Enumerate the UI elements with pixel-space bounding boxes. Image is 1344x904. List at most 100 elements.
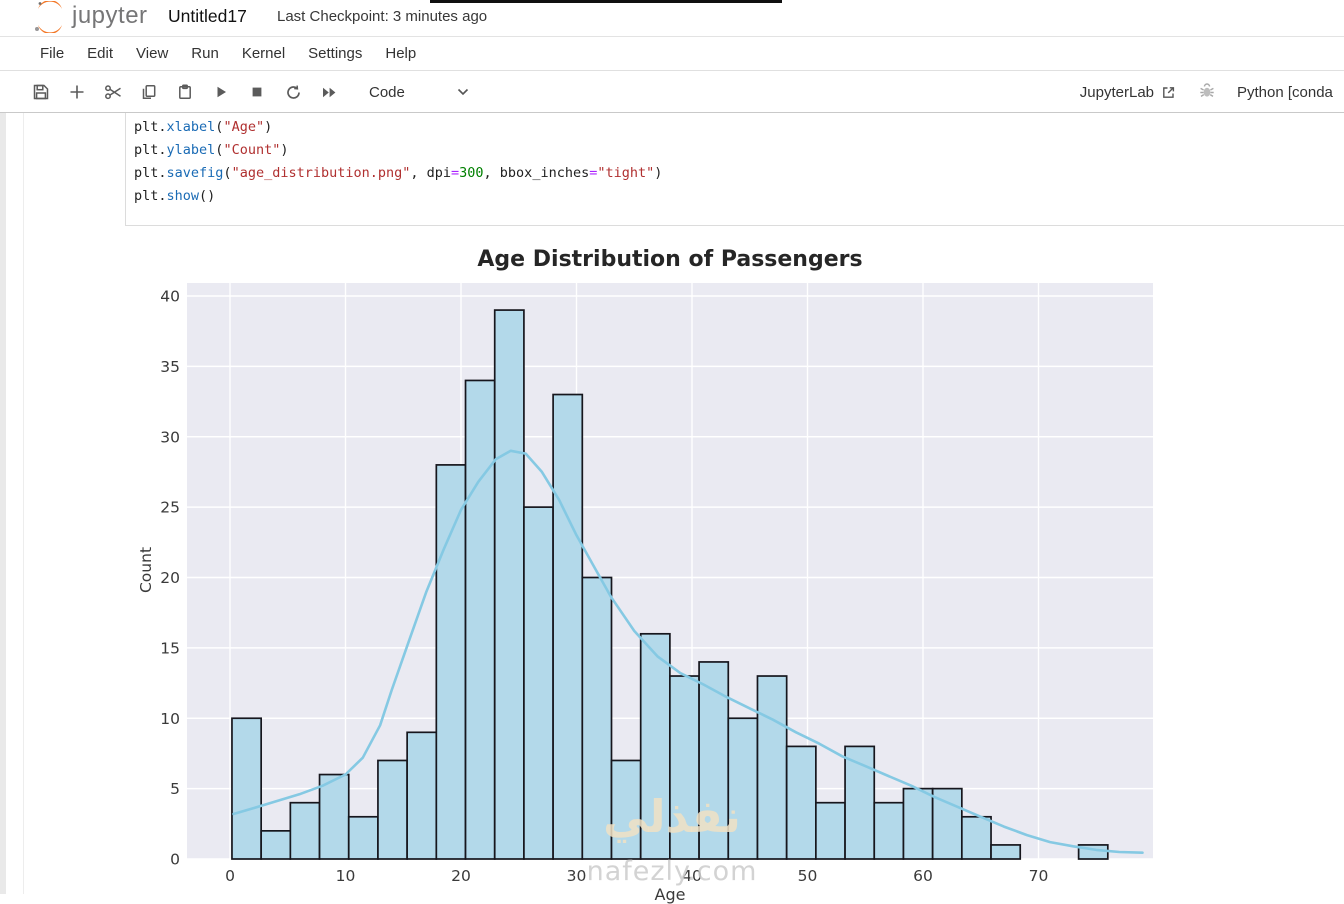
histogram-bar — [406, 731, 438, 860]
y-tick-label: 30 — [160, 428, 180, 446]
notebook-toolbar: Code JupyterLab Python [conda — [0, 72, 1344, 113]
histogram-bar — [493, 309, 525, 860]
histogram-bar — [990, 844, 1022, 860]
y-tick-label: 35 — [160, 358, 180, 376]
menu-item-run[interactable]: Run — [191, 45, 219, 62]
cell-type-value: Code — [369, 83, 405, 101]
histogram-bar — [815, 801, 846, 860]
copy-cells-button[interactable] — [131, 76, 167, 108]
histogram-bar — [610, 759, 642, 860]
insert-cell-button[interactable] — [59, 76, 95, 108]
jupyterlab-link-label: JupyterLab — [1079, 84, 1154, 101]
restart-kernel-button[interactable] — [275, 76, 311, 108]
x-tick-label: 0 — [225, 867, 235, 885]
x-tick-label: 50 — [798, 867, 818, 885]
x-tick-label: 30 — [567, 867, 587, 885]
scissors-icon — [104, 84, 121, 99]
histogram-bar — [318, 773, 350, 860]
y-tick-label: 40 — [160, 288, 180, 306]
histogram-bar — [464, 379, 496, 860]
clipboard-icon — [179, 84, 191, 99]
stop-icon — [252, 87, 262, 97]
y-tick-label: 5 — [170, 780, 180, 798]
x-tick-label: 40 — [682, 867, 702, 885]
histogram-bar — [523, 506, 554, 860]
histogram-bar — [785, 745, 817, 860]
checkpoint-status: Last Checkpoint: 3 minutes ago — [277, 8, 488, 25]
code-line: plt.xlabel("Age") — [134, 119, 273, 135]
toolbar-right-group: JupyterLab Python [conda — [1080, 72, 1344, 113]
histogram-bar — [873, 801, 905, 860]
run-icon — [217, 86, 226, 98]
code-line: plt.show() — [134, 188, 216, 204]
histogram-bar — [639, 632, 671, 860]
histogram-bar — [581, 576, 613, 860]
paste-cells-button[interactable] — [167, 76, 203, 108]
jupyter-logo-icon — [35, 1, 62, 33]
chart-x-axis-label: Age — [654, 885, 686, 904]
jupyter-logo-text: jupyter — [72, 2, 148, 29]
menu-bar: File Edit View Run Kernel Settings Help — [0, 37, 1344, 71]
x-tick-label: 20 — [451, 867, 471, 885]
chevron-down-icon — [457, 88, 468, 96]
y-tick-label: 0 — [170, 851, 180, 869]
cut-cells-button[interactable] — [95, 76, 131, 108]
notebook-panel-border — [23, 113, 24, 894]
menu-item-edit[interactable]: Edit — [87, 45, 114, 62]
histogram-bar — [377, 759, 408, 860]
y-tick-label: 15 — [160, 639, 180, 657]
watermark-site: nafezly.com — [586, 856, 758, 887]
x-tick-label: 60 — [913, 867, 933, 885]
menu-item-kernel[interactable]: Kernel — [241, 45, 286, 62]
histogram-bar — [260, 829, 292, 860]
watermark-arabic: نفذلي — [603, 790, 741, 843]
histogram-bar — [669, 675, 700, 860]
x-tick-label: 10 — [336, 867, 356, 885]
histogram-bar — [727, 717, 759, 860]
interrupt-kernel-button[interactable] — [239, 76, 275, 108]
histogram-bar — [552, 393, 584, 860]
copy-icon — [142, 85, 156, 100]
code-content: plt.xlabel("Age") plt.ylabel("Count") plt.… — [126, 113, 1344, 208]
save-button[interactable] — [23, 76, 59, 108]
debugger-button[interactable] — [1198, 82, 1216, 103]
notebook-title[interactable]: Untitled17 — [168, 6, 247, 26]
chart-y-axis-label: Count — [137, 546, 155, 594]
histogram-bar — [960, 815, 992, 860]
menu-item-view[interactable]: View — [136, 45, 169, 62]
restart-icon — [286, 85, 300, 99]
bug-icon — [1200, 83, 1214, 97]
fast-forward-icon — [322, 87, 335, 97]
y-tick-label: 25 — [160, 499, 180, 517]
histogram-bar — [902, 787, 934, 860]
y-tick-label: 10 — [160, 710, 180, 728]
plus-icon — [70, 85, 84, 99]
menu-item-help[interactable]: Help — [385, 45, 417, 62]
menu-item-file[interactable]: File — [40, 45, 65, 62]
histogram-bar — [231, 717, 263, 860]
cell-type-dropdown[interactable]: Code — [369, 84, 469, 101]
histogram-bar — [347, 815, 379, 860]
save-icon — [33, 84, 49, 100]
page-left-gutter — [0, 113, 6, 894]
kde-curve — [232, 449, 1144, 854]
restart-run-all-button[interactable] — [311, 76, 347, 108]
jupyterlab-link[interactable]: JupyterLab — [1080, 84, 1176, 101]
kernel-indicator[interactable]: Python [conda — [1237, 84, 1333, 101]
run-cell-button[interactable] — [203, 76, 239, 108]
code-cell-editor[interactable]: plt.xlabel("Age") plt.ylabel("Count") plt.… — [125, 113, 1344, 226]
x-tick-label: 70 — [1029, 867, 1049, 885]
code-line: plt.savefig("age_distribution.png", dpi=… — [134, 165, 663, 181]
histogram-bar — [931, 787, 963, 860]
chart-title: Age Distribution of Passengers — [477, 247, 863, 272]
histogram-bar — [756, 675, 788, 860]
code-line: plt.ylabel("Count") — [134, 142, 289, 158]
external-link-icon — [1163, 87, 1175, 98]
window-edge-strip — [430, 0, 782, 3]
y-tick-label: 20 — [160, 569, 180, 587]
header-bar: jupyter Untitled17 Last Checkpoint: 3 mi… — [0, 0, 1344, 37]
histogram-bar — [435, 464, 467, 860]
menu-item-settings[interactable]: Settings — [308, 45, 363, 62]
histogram-bar — [289, 801, 321, 860]
